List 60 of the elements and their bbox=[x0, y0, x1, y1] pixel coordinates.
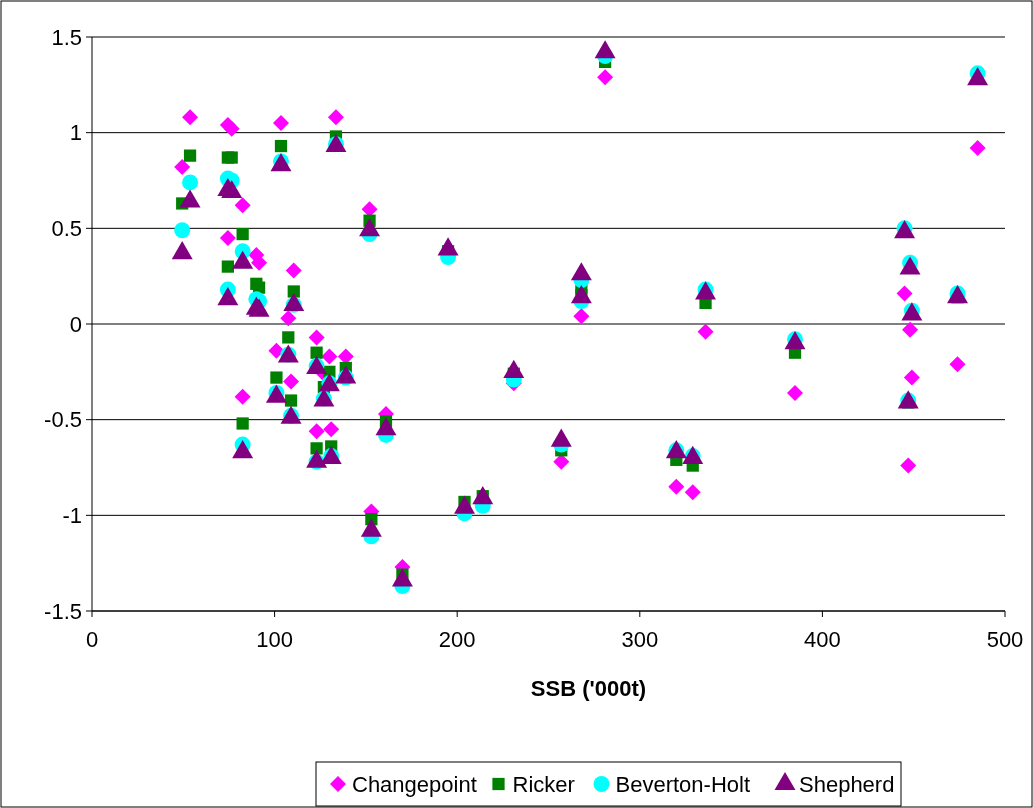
y-tick-label: -0.5 bbox=[44, 407, 82, 433]
point bbox=[236, 227, 249, 241]
x-tick-label: 200 bbox=[438, 627, 476, 652]
y-tick-label: 0.5 bbox=[51, 216, 82, 242]
point bbox=[573, 308, 590, 325]
x-tick-label: 300 bbox=[621, 627, 659, 652]
point bbox=[310, 346, 323, 359]
point bbox=[684, 484, 701, 501]
point bbox=[219, 229, 236, 246]
x-tick-label: 0 bbox=[85, 627, 99, 652]
point bbox=[327, 109, 344, 126]
point bbox=[221, 260, 234, 273]
x-tick-label: 400 bbox=[804, 627, 841, 652]
point bbox=[323, 421, 340, 438]
legend-label: Ricker bbox=[512, 771, 575, 797]
y-tick-label: -1.5 bbox=[44, 598, 82, 624]
point bbox=[969, 139, 986, 156]
point bbox=[234, 388, 251, 405]
point bbox=[321, 348, 338, 365]
point bbox=[274, 139, 288, 153]
point bbox=[268, 342, 285, 359]
point bbox=[182, 174, 199, 191]
point bbox=[949, 356, 966, 373]
point bbox=[282, 331, 295, 344]
point bbox=[280, 310, 297, 327]
point bbox=[284, 394, 298, 407]
y-tick-label: -1 bbox=[62, 503, 82, 529]
point bbox=[174, 159, 191, 176]
point bbox=[174, 222, 191, 239]
y-tick-label: 1 bbox=[69, 120, 82, 146]
point bbox=[234, 197, 251, 214]
point bbox=[287, 285, 300, 298]
x-axis-title: SSB ('000t) bbox=[530, 676, 647, 701]
legend-label: Shepherd bbox=[799, 771, 895, 797]
point bbox=[902, 321, 919, 338]
point bbox=[223, 120, 240, 137]
x-tick-label: 100 bbox=[256, 627, 293, 652]
point bbox=[270, 371, 283, 384]
point bbox=[697, 323, 714, 340]
legend-label: Beverton-Holt bbox=[615, 771, 751, 797]
point bbox=[236, 417, 249, 430]
point bbox=[283, 373, 300, 390]
point bbox=[182, 109, 199, 126]
point bbox=[900, 457, 917, 474]
point bbox=[225, 151, 238, 164]
point bbox=[285, 262, 302, 279]
legend-label: Changepoint bbox=[352, 771, 477, 797]
point bbox=[310, 442, 323, 455]
point bbox=[903, 369, 920, 386]
point bbox=[308, 329, 325, 346]
point bbox=[272, 115, 289, 132]
y-tick-label: 1.5 bbox=[51, 24, 82, 50]
point bbox=[668, 478, 685, 495]
x-tick-label: 500 bbox=[986, 627, 1024, 652]
point bbox=[308, 423, 325, 440]
point bbox=[787, 384, 804, 401]
point bbox=[597, 69, 614, 86]
point bbox=[183, 149, 197, 162]
point bbox=[896, 285, 913, 302]
y-tick-label: 0 bbox=[69, 311, 82, 337]
